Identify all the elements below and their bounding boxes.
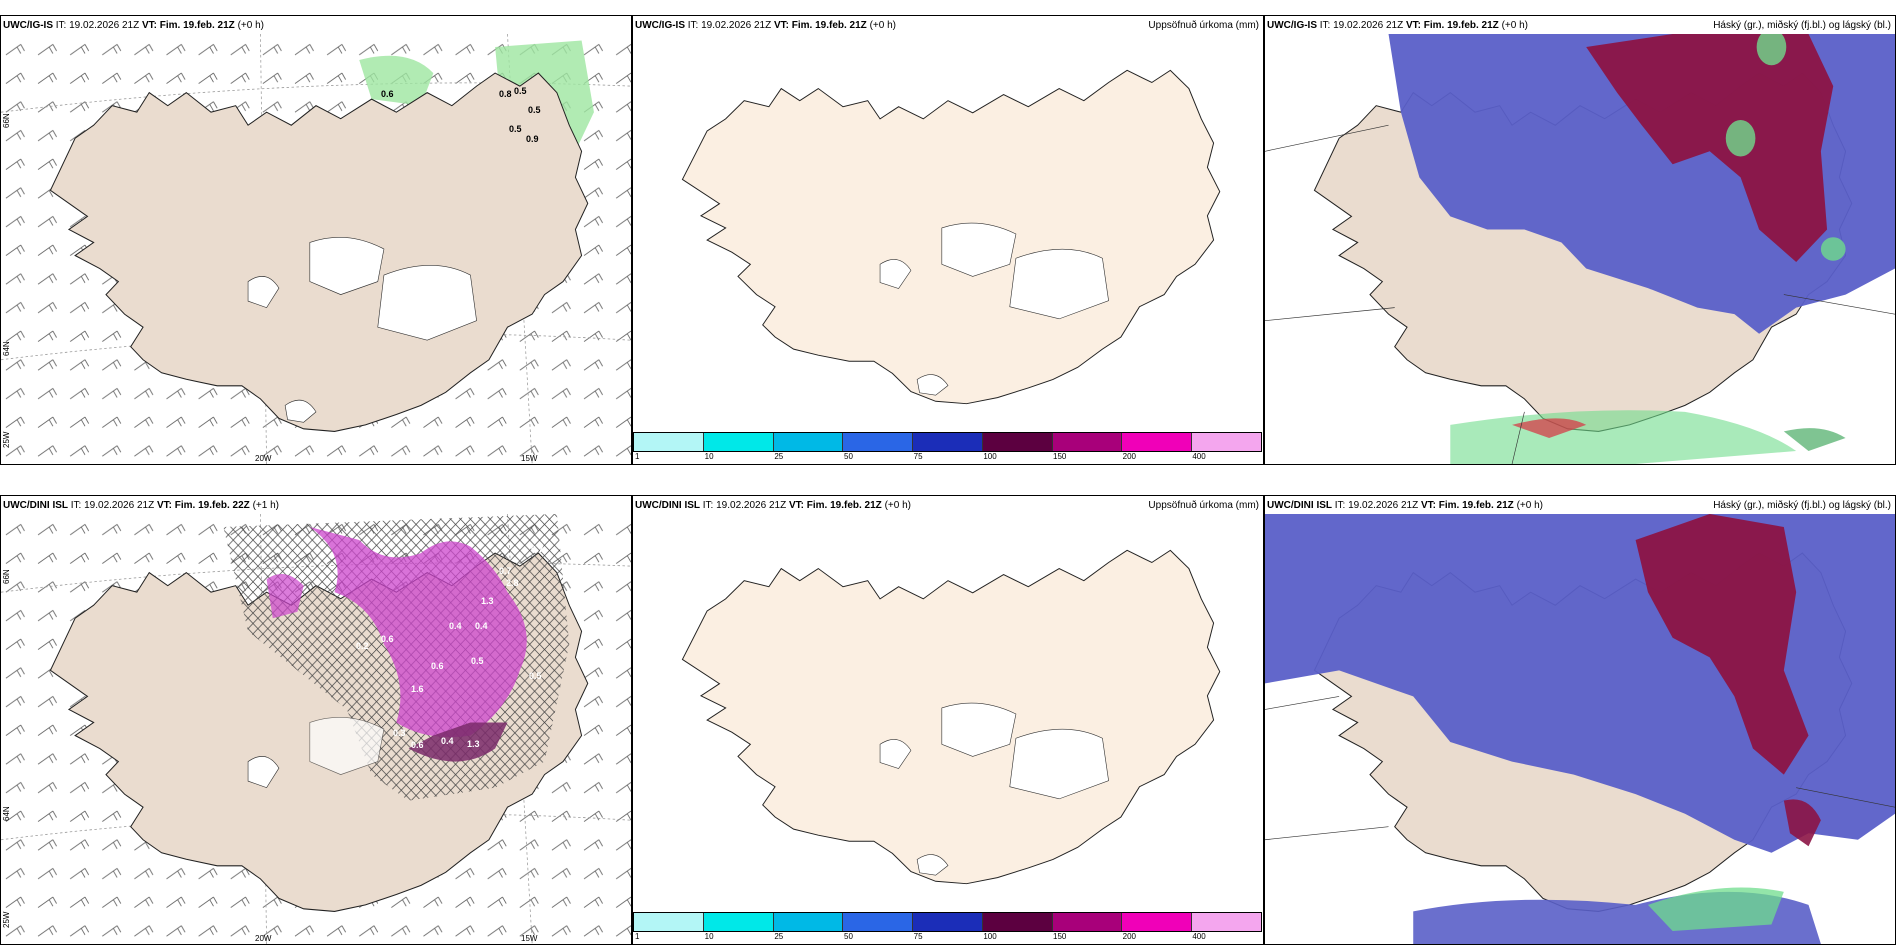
colorbar-tick-label: 50 <box>844 932 853 941</box>
colorbar-tick-label: 150 <box>1053 932 1067 941</box>
panel-header: UWC/DINI ISL IT: 19.02.2026 21Z VT: Fim.… <box>635 500 911 511</box>
colorbar-tick-label: 400 <box>1192 452 1206 461</box>
precip-value: 0.5 <box>471 656 484 666</box>
panel-title: Uppsöfnuð úrkoma (mm) <box>1148 500 1259 511</box>
lon-label: 15W <box>521 934 538 943</box>
lat-label: 64N <box>2 806 11 821</box>
colorbar-swatch <box>843 433 914 451</box>
colorbar-tick-label: 100 <box>983 932 997 941</box>
colorbar-swatch <box>634 913 704 931</box>
colorbar-swatch <box>982 913 1053 931</box>
lon-label: 20W <box>255 454 272 463</box>
colorbar-tick-label: 10 <box>704 452 714 461</box>
precip-value: 1.3 <box>481 596 494 606</box>
colorbar-swatch <box>634 433 704 451</box>
precip-value: 0.9 <box>526 134 539 144</box>
precip-colorbar <box>633 432 1262 452</box>
colorbar-swatch <box>1052 433 1123 451</box>
colorbar-swatch <box>843 913 914 931</box>
colorbar-tick-label: 50 <box>844 452 853 461</box>
precip-value: 1.6 <box>411 684 424 694</box>
colorbar-tick-label: 100 <box>983 452 997 461</box>
colorbar-swatch <box>1192 433 1262 451</box>
colorbar-swatch <box>1192 913 1262 931</box>
precip-value: 0.5 <box>509 124 522 134</box>
precip-value: 0.7 <box>499 566 512 576</box>
colorbar-swatch <box>913 433 983 451</box>
colorbar-ticks: 1 10 25 50 75 100 150 200 400 <box>633 452 1260 462</box>
lat-label: 66N <box>2 113 11 128</box>
map-dini-clouds <box>1265 514 1895 944</box>
map-igis-clouds <box>1265 34 1895 464</box>
map-dini-wind <box>1 514 631 944</box>
colorbar-swatch <box>982 433 1053 451</box>
panel-dini-precip: UWC/DINI ISL IT: 19.02.2026 21Z VT: Fim.… <box>632 495 1264 945</box>
panel-dini-wind: UWC/DINI ISL IT: 19.02.2026 21Z VT: Fim.… <box>0 495 632 945</box>
map-igis-precip <box>681 69 1221 405</box>
precip-value: 0.4 <box>441 736 454 746</box>
precip-value: 0.4 <box>449 621 462 631</box>
precip-value: 0.4 <box>475 621 488 631</box>
colorbar-tick-label: 75 <box>913 932 923 941</box>
panel-igis-clouds: UWC/IG-IS IT: 19.02.2026 21Z VT: Fim. 19… <box>1264 15 1896 465</box>
precip-value: 2.8 <box>506 578 519 588</box>
lon-label: 15W <box>521 454 538 463</box>
panel-header: UWC/IG-IS IT: 19.02.2026 21Z VT: Fim. 19… <box>3 20 264 31</box>
panel-title: Háský (gr.), miðský (fj.bl.) og lágský (… <box>1713 500 1891 511</box>
panel-header: UWC/DINI ISL IT: 19.02.2026 21Z VT: Fim.… <box>1267 500 1543 511</box>
colorbar-tick-label: 200 <box>1122 932 1137 941</box>
colorbar-tick-label: 1 <box>635 452 640 461</box>
colorbar-tick-label: 25 <box>774 932 784 941</box>
colorbar-tick-label: 200 <box>1122 452 1137 461</box>
precip-value: 0.6 <box>431 661 444 671</box>
panel-header: UWC/IG-IS IT: 19.02.2026 21Z VT: Fim. 19… <box>1267 20 1528 31</box>
precip-value: 0.6 <box>381 634 394 644</box>
colorbar-tick-label: 150 <box>1053 452 1067 461</box>
precip-value: 0.5 <box>514 86 527 96</box>
precip-value: 0.3 <box>393 728 406 738</box>
precip-value: 0.5 <box>528 105 541 115</box>
precip-value: 0.6 <box>411 740 424 750</box>
precip-value: 0.2 <box>356 641 369 651</box>
colorbar-swatch <box>773 433 844 451</box>
precip-value: 0.8 <box>499 89 512 99</box>
panel-igis-precip: UWC/IG-IS IT: 19.02.2026 21Z VT: Fim. 19… <box>632 15 1264 465</box>
colorbar-tick-label: 400 <box>1192 932 1206 941</box>
map-igis-wind <box>1 34 631 464</box>
precip-value: 1.3 <box>467 739 480 749</box>
colorbar-swatch <box>1052 913 1123 931</box>
colorbar-ticks: 1 10 25 50 75 100 150 200 400 <box>633 932 1260 942</box>
precip-value: 0.6 <box>381 89 394 99</box>
colorbar-tick-label: 1 <box>635 932 640 941</box>
panel-igis-wind: UWC/IG-IS IT: 19.02.2026 21Z VT: Fim. 19… <box>0 15 632 465</box>
precip-value: 0.7 <box>531 544 544 554</box>
colorbar-tick-label: 75 <box>913 452 923 461</box>
colorbar-swatch <box>773 913 844 931</box>
colorbar-tick-label: 25 <box>774 452 784 461</box>
panel-header: UWC/DINI ISL IT: 19.02.2026 21Z VT: Fim.… <box>3 500 279 511</box>
colorbar-swatch <box>1122 913 1193 931</box>
panel-title: Uppsöfnuð úrkoma (mm) <box>1148 20 1259 31</box>
panel-header: UWC/IG-IS IT: 19.02.2026 21Z VT: Fim. 19… <box>635 20 896 31</box>
panel-title: Háský (gr.), miðský (fj.bl.) og lágský (… <box>1713 20 1891 31</box>
colorbar-swatch <box>913 913 983 931</box>
map-dini-precip <box>681 549 1221 885</box>
colorbar-swatch <box>703 913 774 931</box>
lat-label: 66N <box>2 569 11 584</box>
lat-label: 64N <box>2 341 11 356</box>
colorbar-swatch <box>1122 433 1193 451</box>
lon-label: 25W <box>2 911 11 928</box>
lon-label: 20W <box>255 934 272 943</box>
panel-dini-clouds: UWC/DINI ISL IT: 19.02.2026 21Z VT: Fim.… <box>1264 495 1896 945</box>
precip-value: 0.5 <box>529 671 542 681</box>
precip-colorbar <box>633 912 1262 932</box>
lon-label: 25W <box>2 431 11 448</box>
colorbar-tick-label: 10 <box>704 932 714 941</box>
colorbar-swatch <box>703 433 774 451</box>
